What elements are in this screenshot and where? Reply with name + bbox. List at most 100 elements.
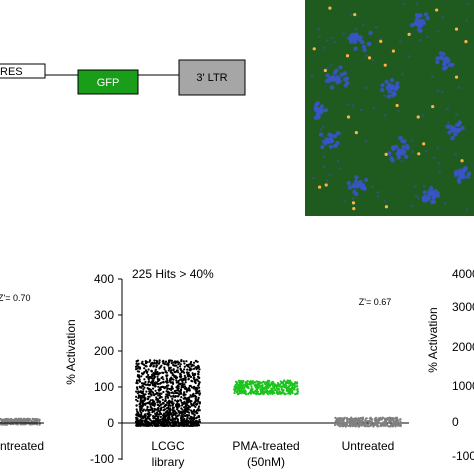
cell-cluster-dot — [425, 15, 430, 21]
cell-cluster-dot — [450, 125, 455, 130]
data-point — [276, 391, 279, 394]
data-point — [143, 386, 146, 389]
data-point — [137, 424, 140, 427]
data-point — [173, 360, 176, 363]
data-point — [169, 377, 172, 380]
data-point — [170, 395, 173, 398]
cell-cluster-dot — [386, 94, 392, 99]
data-point — [146, 361, 149, 364]
data-point — [236, 384, 239, 387]
fluorescent-spot — [328, 6, 332, 10]
micrograph-cells — [310, 2, 472, 211]
data-point — [291, 386, 294, 389]
data-point — [259, 382, 262, 385]
data-point — [284, 392, 287, 395]
data-point — [279, 392, 282, 395]
data-point — [237, 388, 240, 391]
data-point — [160, 396, 163, 399]
data-point — [158, 396, 161, 400]
data-point — [171, 400, 174, 403]
data-point — [166, 387, 169, 390]
cell-cluster-dot — [330, 74, 336, 80]
data-point — [382, 421, 385, 424]
data-point — [171, 397, 174, 400]
data-point — [167, 364, 170, 367]
cell-cluster-dot — [314, 102, 319, 107]
data-point — [296, 381, 299, 384]
data-point — [177, 371, 180, 374]
data-point — [188, 389, 191, 392]
data-point — [241, 381, 244, 385]
data-point — [187, 396, 190, 399]
data-point — [247, 392, 250, 396]
data-point — [180, 414, 183, 417]
data-point — [149, 365, 152, 368]
data-point — [147, 380, 150, 384]
data-point — [256, 388, 259, 391]
data-point — [192, 412, 195, 415]
cell-cluster-dot — [429, 185, 434, 191]
fluorescent-spot — [431, 104, 435, 109]
data-point — [154, 412, 157, 415]
cell-dot — [431, 75, 434, 78]
fluorescent-spot — [416, 115, 420, 119]
data-point — [233, 391, 236, 395]
cell-cluster-dot — [329, 85, 335, 90]
fluorescent-spot — [384, 205, 389, 209]
ltr-box — [178, 59, 246, 96]
data-point — [140, 421, 143, 424]
data-point — [139, 424, 142, 427]
data-point — [166, 424, 169, 427]
data-point — [154, 389, 157, 392]
data-point — [160, 392, 163, 395]
cell-dot — [322, 135, 325, 139]
cell-dot — [397, 109, 400, 113]
data-point — [198, 368, 201, 371]
data-point — [165, 420, 168, 423]
cell-dot — [417, 21, 420, 25]
cell-cluster-dot — [360, 40, 365, 45]
cell-dot — [386, 87, 389, 91]
cell-cluster-dot — [405, 145, 410, 151]
data-point — [389, 420, 392, 423]
data-point — [148, 415, 151, 418]
data-point — [171, 415, 174, 418]
cell-dot — [436, 147, 440, 150]
cell-dot — [346, 36, 349, 40]
data-point — [178, 404, 181, 407]
right-y-tick-label: 0 — [452, 415, 459, 429]
data-point — [162, 381, 165, 384]
data-point — [168, 367, 171, 370]
data-point — [169, 400, 172, 403]
data-point — [266, 390, 269, 393]
data-point — [258, 384, 261, 387]
data-point — [333, 423, 337, 427]
data-point — [175, 379, 178, 382]
cell-dot — [457, 86, 461, 90]
data-point — [147, 392, 150, 395]
cell-cluster-dot — [355, 184, 360, 189]
data-point — [190, 365, 193, 368]
y-tick-label: -100 — [90, 452, 114, 466]
right-y-tick-label: -100 — [452, 449, 474, 463]
cell-cluster-dot — [339, 72, 344, 77]
data-point — [153, 417, 156, 420]
cell-cluster-dot — [430, 189, 435, 195]
x-label-lcgc-line1: LCGC — [151, 439, 185, 453]
data-point — [135, 360, 138, 363]
data-point — [249, 380, 252, 383]
data-point — [396, 424, 399, 427]
data-point — [136, 419, 139, 422]
cell-cluster-dot — [384, 79, 389, 84]
cell-dot — [443, 63, 447, 66]
cell-cluster-dot — [351, 34, 356, 39]
cell-cluster-dot — [402, 139, 407, 144]
y-axis-label: % Activation — [64, 319, 78, 384]
data-point — [187, 378, 190, 381]
data-point — [334, 420, 337, 423]
cell-dot — [368, 32, 371, 36]
data-point — [148, 395, 151, 398]
data-point — [175, 400, 179, 403]
data-point — [338, 421, 341, 424]
